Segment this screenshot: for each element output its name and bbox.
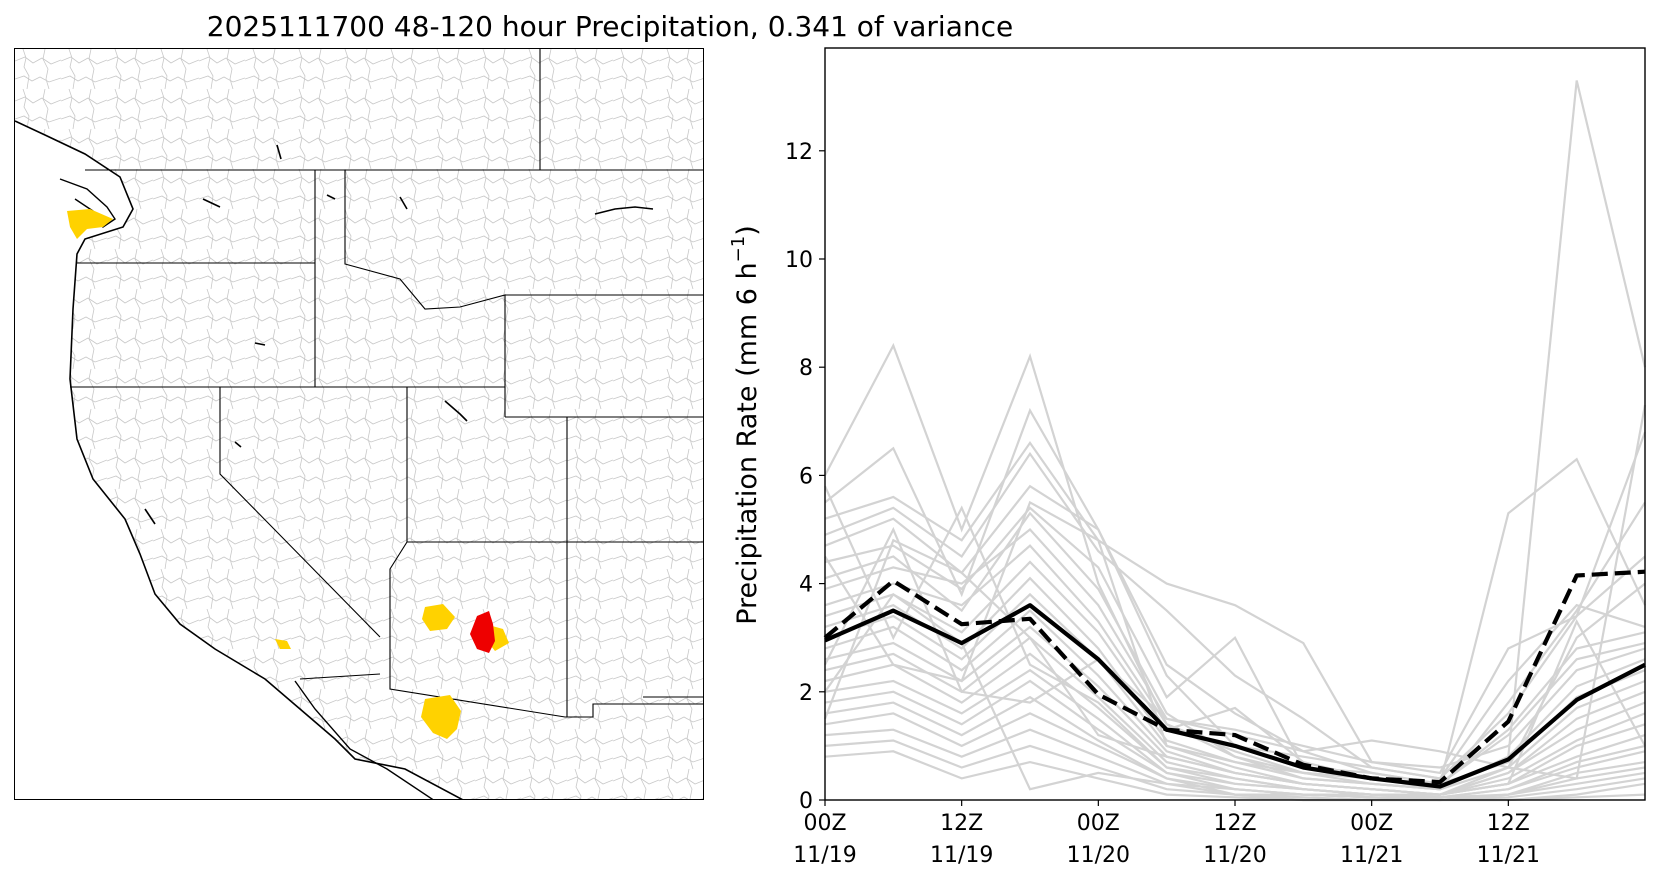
land-area — [15, 49, 703, 799]
x-tick-label-time: 12Z — [1213, 811, 1256, 836]
member-line-4 — [824, 451, 1646, 780]
state-borders — [70, 170, 703, 718]
x-tick-label-date: 11/21 — [1477, 843, 1540, 868]
y-tick-label: 0 — [799, 789, 813, 814]
y-axis: 0 2 4 6 8 10 12 — [785, 140, 825, 814]
y-tick-label: 8 — [799, 356, 813, 381]
x-tick-label-date: 11/21 — [1340, 843, 1403, 868]
y-tick-label: 12 — [785, 140, 813, 165]
regressed-mean-line — [823, 569, 1646, 785]
member-line-6 — [824, 506, 1646, 785]
member-line-7 — [824, 511, 1646, 785]
plot-frame — [824, 47, 1646, 801]
basin-highlight-olympic — [67, 209, 113, 239]
basin-map-panel — [14, 48, 704, 800]
member-line-27 — [823, 538, 1646, 796]
ensemble-mean-line — [824, 603, 1646, 789]
x-tick-label-time: 00Z — [1077, 811, 1120, 836]
member-line-8 — [824, 527, 1646, 769]
x-tick-label-date: 11/19 — [930, 843, 993, 868]
y-tick-label: 10 — [785, 248, 813, 273]
basin-highlight-socal — [275, 639, 291, 649]
basin-highlight-az-1 — [422, 604, 455, 631]
figure-title: 2025111700 48-120 hour Precipitation, 0.… — [206, 10, 1014, 43]
x-tick-label-time: 00Z — [803, 811, 846, 836]
x-tick-label-date: 11/19 — [793, 843, 856, 868]
gulf-coast — [294, 680, 434, 799]
basin-highlight-sonora — [421, 695, 461, 739]
y-axis-label: Precipitation Rate (mm 6 h−1) — [728, 225, 763, 625]
lakes — [144, 144, 654, 525]
member-line-28 — [824, 500, 1646, 791]
x-tick-label-date: 11/20 — [1203, 843, 1266, 868]
x-tick-label-time: 12Z — [940, 811, 983, 836]
basin-map — [15, 49, 703, 799]
x-tick-label-time: 12Z — [1487, 811, 1530, 836]
y-tick-label: 2 — [799, 681, 813, 706]
series-lines — [823, 569, 1646, 789]
member-line-25 — [824, 404, 1647, 780]
basin-highlight-red — [470, 611, 495, 653]
y-tick-label: 6 — [799, 464, 813, 489]
coastline — [15, 120, 463, 799]
member-line-2 — [824, 407, 1646, 786]
x-tick-label-date: 11/20 — [1067, 843, 1130, 868]
member-line-10 — [824, 560, 1646, 785]
ensemble-members — [823, 80, 1647, 802]
x-axis: 00Z 11/19 12Z 11/19 00Z 11/20 12Z 11/20 00Z 11/21… — [793, 800, 1540, 868]
member-line-3 — [824, 431, 1647, 775]
member-line-24 — [823, 485, 1646, 796]
member-line-22 — [824, 739, 1646, 802]
x-tick-label-time: 00Z — [1350, 811, 1393, 836]
y-tick-label: 4 — [799, 573, 813, 598]
